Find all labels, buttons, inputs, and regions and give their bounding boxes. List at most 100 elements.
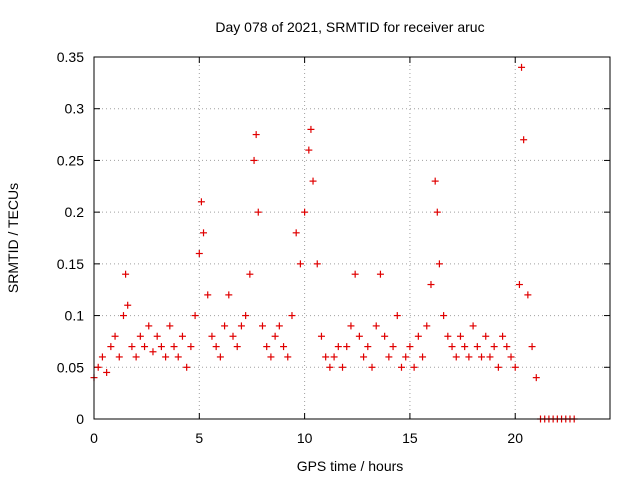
data-point — [478, 353, 486, 361]
data-point — [191, 312, 199, 320]
data-point — [122, 270, 130, 278]
data-point — [271, 332, 279, 340]
data-point — [197, 198, 205, 206]
y-tick-label: 0.25 — [57, 152, 84, 168]
data-points — [90, 63, 578, 423]
data-point — [469, 322, 477, 330]
data-point — [334, 343, 342, 351]
data-point — [225, 291, 233, 299]
data-point — [423, 322, 431, 330]
data-point — [406, 343, 414, 351]
data-point — [532, 374, 540, 382]
data-point — [389, 343, 397, 351]
data-point — [195, 250, 203, 258]
axis-ticks — [93, 56, 610, 420]
data-point — [518, 63, 526, 71]
data-point — [98, 353, 106, 361]
data-point — [149, 348, 157, 356]
data-point — [397, 363, 405, 371]
data-point — [435, 260, 443, 268]
data-point — [343, 343, 351, 351]
data-point — [452, 353, 460, 361]
data-point — [347, 322, 355, 330]
data-point — [490, 343, 498, 351]
data-point — [486, 353, 494, 361]
data-point — [229, 332, 237, 340]
data-point — [322, 353, 330, 361]
grid-lines — [94, 57, 610, 419]
data-point — [136, 332, 144, 340]
data-point — [107, 343, 115, 351]
data-point — [221, 322, 229, 330]
y-axis-label: SRMTID / TECUs — [5, 183, 21, 293]
data-point — [461, 343, 469, 351]
data-point — [204, 291, 212, 299]
data-point — [309, 177, 317, 185]
data-point — [115, 353, 123, 361]
data-point — [520, 136, 528, 144]
data-point — [153, 332, 161, 340]
data-point — [402, 353, 410, 361]
data-point — [482, 332, 490, 340]
data-point — [103, 368, 111, 376]
data-point — [524, 291, 532, 299]
data-point — [503, 343, 511, 351]
data-point — [252, 131, 260, 139]
y-tick-label: 0.05 — [57, 359, 84, 375]
data-point — [254, 208, 262, 216]
y-tick-label: 0.35 — [57, 49, 84, 65]
data-point — [433, 208, 441, 216]
data-point — [296, 260, 304, 268]
data-point — [351, 270, 359, 278]
data-point — [376, 270, 384, 278]
data-point — [427, 281, 435, 289]
data-point — [440, 312, 448, 320]
y-tick-label: 0.15 — [57, 256, 84, 272]
data-point — [267, 353, 275, 361]
x-tick-label: 15 — [402, 430, 418, 446]
data-point — [307, 125, 315, 133]
data-point — [465, 353, 473, 361]
data-point — [414, 332, 422, 340]
data-point — [141, 343, 149, 351]
data-point — [528, 343, 536, 351]
data-point — [360, 353, 368, 361]
x-tick-label: 0 — [90, 430, 98, 446]
plot-frame — [93, 56, 611, 420]
data-point — [301, 208, 309, 216]
data-point — [444, 332, 452, 340]
data-point — [473, 343, 481, 351]
data-point — [305, 146, 313, 154]
y-tick-label: 0.2 — [65, 204, 85, 220]
data-point — [372, 322, 380, 330]
data-point — [94, 363, 102, 371]
data-point — [111, 332, 119, 340]
data-point — [381, 332, 389, 340]
data-point — [242, 312, 250, 320]
data-point — [275, 322, 283, 330]
data-point — [355, 332, 363, 340]
data-point — [280, 343, 288, 351]
data-point — [330, 353, 338, 361]
data-point — [258, 322, 266, 330]
data-point — [174, 353, 182, 361]
data-point — [263, 343, 271, 351]
data-point — [178, 332, 186, 340]
data-point — [410, 363, 418, 371]
data-point — [456, 332, 464, 340]
data-point — [494, 363, 502, 371]
data-point — [288, 312, 296, 320]
data-point — [448, 343, 456, 351]
y-tick-label: 0 — [76, 411, 84, 427]
data-point — [162, 353, 170, 361]
data-point — [132, 353, 140, 361]
x-tick-label: 20 — [507, 430, 523, 446]
data-point — [515, 281, 523, 289]
data-point — [507, 353, 515, 361]
data-point — [419, 353, 427, 361]
data-point — [246, 270, 254, 278]
data-point — [183, 363, 191, 371]
data-point — [124, 301, 132, 309]
y-tick-label: 0.1 — [65, 308, 85, 324]
data-point — [237, 322, 245, 330]
